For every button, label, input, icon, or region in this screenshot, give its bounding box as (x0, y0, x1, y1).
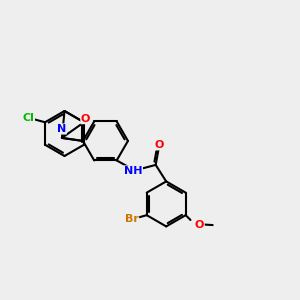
Text: O: O (154, 140, 164, 150)
Text: Cl: Cl (22, 113, 34, 123)
Text: O: O (195, 220, 204, 230)
Text: O: O (81, 114, 90, 124)
Text: N: N (57, 124, 66, 134)
Text: Br: Br (125, 214, 139, 224)
Text: NH: NH (124, 166, 142, 176)
